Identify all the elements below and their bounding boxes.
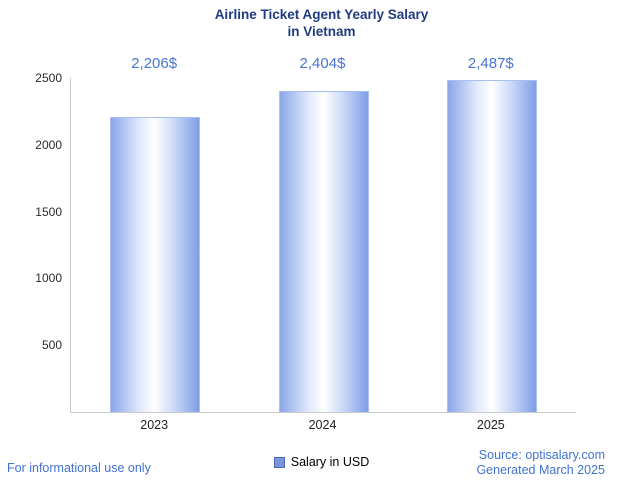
bar-value-label: 2,487$ xyxy=(467,55,514,72)
y-tick-label: 1000 xyxy=(35,271,62,286)
y-tick-label: 2500 xyxy=(35,71,62,85)
generated-text: Generated March 2025 xyxy=(476,463,605,477)
x-axis-labels: 2023 2024 2025 xyxy=(70,418,575,434)
bar-value-label: 2,206$ xyxy=(131,55,178,72)
bar-2025 xyxy=(446,79,537,412)
chart-title-line2: in Vietnam xyxy=(287,24,356,39)
y-tick-label: 500 xyxy=(41,338,62,353)
bar-value-label: 2,404$ xyxy=(299,55,346,72)
bar-2023 xyxy=(110,117,201,412)
bar-2024 xyxy=(278,90,369,412)
disclaimer-text: For informational use only xyxy=(7,461,151,475)
chart-title-line1: Airline Ticket Agent Yearly Salary xyxy=(214,7,429,22)
plot-area: 500 1000 1500 2000 2500 xyxy=(35,71,576,413)
chart-title: Airline Ticket Agent Yearly Salary in Vi… xyxy=(0,6,643,40)
y-tick-label: 2000 xyxy=(35,137,62,152)
x-tick-label: 2023 xyxy=(140,418,169,432)
legend-swatch-icon xyxy=(273,456,285,468)
source-text: Source: optisalary.com xyxy=(478,448,605,462)
x-tick-label: 2025 xyxy=(476,418,505,432)
source-block: Source: optisalary.com Generated March 2… xyxy=(476,448,605,478)
legend: Salary in USD xyxy=(0,455,643,469)
legend-label: Salary in USD xyxy=(290,455,370,469)
x-tick-label: 2024 xyxy=(308,418,337,432)
y-tick-label: 1500 xyxy=(35,204,62,219)
bar-value-labels: 2,206$ 2,404$ 2,487$ xyxy=(70,55,575,75)
